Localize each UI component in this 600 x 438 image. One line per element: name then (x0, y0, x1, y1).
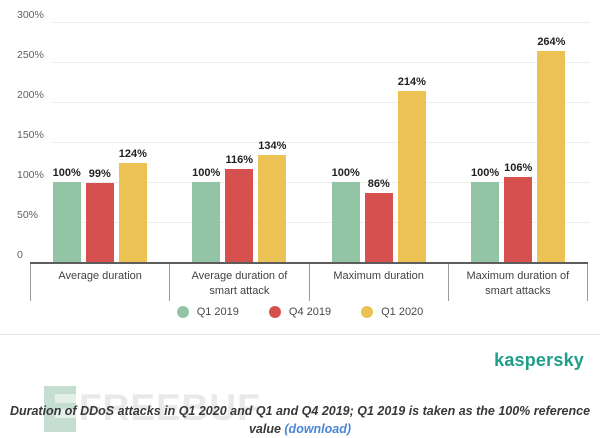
bar-column: 86% (364, 178, 393, 262)
legend-item: Q4 2019 (268, 306, 332, 318)
bar (192, 182, 221, 262)
legend-item: Q1 2019 (176, 306, 239, 318)
bar-value-label: 116% (225, 154, 254, 167)
category-label: Average duration (30, 264, 171, 301)
gridline (52, 22, 590, 23)
bar-group: 100% 86% 214% (309, 0, 449, 262)
legend-color-dot (268, 306, 281, 318)
chart-plot-area: 100% 99% 124% 100% 116% 134% 100% 86% 214% 100% 10… (17, 0, 590, 262)
gridline (52, 222, 590, 223)
bar (504, 177, 533, 262)
bar-column: 100% (53, 167, 81, 262)
bar (52, 182, 81, 262)
bar-value-label: 100% (471, 167, 500, 179)
bar (225, 169, 254, 262)
bar-value-label: 100% (52, 167, 81, 179)
bar (118, 162, 147, 262)
legend-item: Q1 2020 (361, 306, 423, 318)
legend-label: Q4 2019 (288, 306, 332, 318)
legend-label: Q1 2020 (381, 306, 424, 318)
category-label: Average duration of smart attack (170, 264, 310, 301)
kaspersky-logo: kaspersky (494, 350, 584, 370)
legend-color-dot (176, 306, 189, 318)
bar (471, 182, 500, 262)
bar-column: 116% (225, 154, 254, 262)
bar-column: 264% (537, 36, 565, 262)
bar-column: 106% (504, 162, 532, 262)
bar (364, 193, 393, 262)
y-axis-tick-label: 0 (17, 249, 23, 261)
bars-layer: 100% 99% 124% 100% 116% 134% 100% 86% 214% 100% 10… (30, 0, 588, 262)
bar-group: 100% 99% 124% (30, 0, 170, 262)
bar-value-label: 124% (118, 147, 147, 160)
bar (537, 50, 566, 262)
bar (258, 154, 287, 262)
gridline (52, 142, 590, 143)
watermark: FREEBUF (44, 386, 261, 432)
bar-value-label: 134% (258, 139, 287, 152)
bar-column: 134% (258, 140, 286, 262)
bar-value-label: 100% (192, 167, 221, 179)
bar (331, 182, 360, 262)
bar-column: 214% (398, 76, 426, 262)
y-axis-tick-label: 50% (17, 209, 39, 221)
bar-value-label: 264% (537, 35, 566, 48)
bar-column: 100% (332, 167, 360, 262)
watermark-logo-inner (55, 394, 76, 403)
bar-value-label: 100% (331, 167, 360, 179)
category-label: Maximum duration of smart attacks (449, 264, 588, 301)
y-axis-tick-label: 100% (17, 169, 44, 181)
gridline (52, 102, 590, 103)
watermark-text: FREEBUF (79, 387, 261, 428)
bar-value-label: 214% (397, 75, 426, 88)
bar-column: 124% (119, 148, 147, 262)
y-axis-tick-label: 200% (17, 89, 44, 101)
bar-column: 99% (85, 167, 114, 262)
bar-value-label: 86% (367, 178, 390, 191)
bar-column: 100% (471, 167, 499, 262)
watermark-logo-icon (44, 386, 76, 432)
bar-value-label: 106% (504, 162, 533, 175)
bar-group: 100% 116% 134% (170, 0, 310, 262)
chart-legend: Q1 2019 Q4 2019 Q1 2020 (0, 306, 600, 318)
y-axis-tick-label: 250% (17, 49, 44, 61)
category-label: Maximum duration (310, 264, 449, 301)
bar-group: 100% 106% 264% (449, 0, 589, 262)
gridline (52, 62, 590, 63)
legend-color-dot (361, 306, 374, 318)
gridline (52, 182, 590, 183)
bar (85, 182, 114, 262)
y-axis-tick-label: 150% (17, 129, 44, 141)
download-link[interactable]: (download) (284, 421, 352, 436)
bar-value-label: 99% (88, 167, 111, 180)
y-axis-tick-label: 300% (17, 9, 44, 21)
legend-label: Q1 2019 (196, 306, 239, 318)
bar-column: 100% (192, 167, 220, 262)
category-axis: Average duration Average duration of smar… (30, 262, 588, 301)
caption: Duration of DDoS attacks in Q1 2020 and … (0, 403, 600, 438)
bar (397, 90, 426, 262)
divider-line (0, 334, 600, 335)
